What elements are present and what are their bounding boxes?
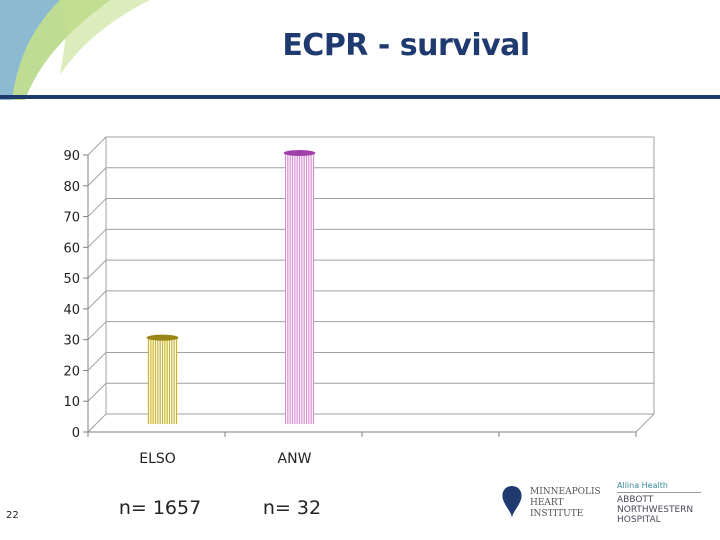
mhi-line-2: HEART	[530, 498, 564, 508]
x-tick-label: ELSO	[139, 451, 176, 467]
anw-logo: Allina Health ABBOTT NORTHWESTERN HOSPIT…	[617, 481, 717, 525]
mhi-line-3: INSTITUTE	[530, 509, 583, 519]
x-tick-label: ANW	[278, 451, 312, 467]
y-tick-label: 30	[63, 334, 80, 349]
gridline-side	[87, 198, 107, 217]
y-tick-label: 90	[63, 149, 80, 164]
mhi-logo: MINNEAPOLIS HEART INSTITUTE	[502, 486, 601, 519]
y-tick-label: 0	[72, 426, 80, 441]
n-label-elso: n= 1657	[118, 497, 202, 519]
gridline-side	[87, 290, 107, 310]
gridline-side	[87, 228, 107, 248]
gridline-side	[87, 321, 107, 341]
bar-top	[146, 334, 179, 341]
y-tick-label: 10	[63, 395, 80, 410]
chart-grid	[87, 136, 654, 433]
anw-line-1: ABBOTT	[617, 495, 654, 505]
y-tick-label: 80	[63, 180, 80, 195]
gridline-side	[87, 382, 107, 402]
slide-title: ECPR - survival	[282, 28, 530, 63]
anw-rule	[617, 492, 701, 493]
chart-bars	[146, 150, 316, 424]
y-tick-label: 20	[63, 364, 80, 379]
y-tick-labels: 0 10 20 30 40 50 60 70 80 90	[63, 149, 80, 441]
anw-line-2: NORTHWESTERN	[617, 505, 694, 515]
y-tick-label: 70	[63, 211, 80, 226]
title-underline	[0, 95, 720, 99]
gridline-side	[87, 352, 107, 371]
bar-elso	[146, 334, 179, 424]
gridline-side	[87, 413, 107, 433]
mhi-line-1: MINNEAPOLIS	[530, 487, 601, 497]
blue-swoosh	[0, 0, 60, 100]
floor-edge	[635, 413, 655, 433]
y-tick-label: 60	[63, 241, 80, 256]
y-tick-label: 40	[63, 303, 80, 318]
anw-line-3: HOSPITAL	[617, 515, 661, 525]
gridline-side	[87, 259, 107, 279]
x-tick-labels: ELSO ANW	[139, 451, 311, 467]
gridline-side	[87, 167, 107, 187]
n-label-anw: n= 32	[262, 497, 322, 519]
light-green-swoosh	[60, 0, 150, 75]
chart-axis	[83, 137, 655, 437]
bar-anw	[283, 150, 316, 424]
page-number: 22	[6, 510, 19, 521]
bar-top	[283, 150, 316, 156]
gridline-side	[87, 136, 107, 156]
heart-logo-icon	[502, 486, 522, 518]
y-tick-label: 50	[63, 272, 80, 287]
anw-brand: Allina Health	[617, 481, 668, 490]
corner-decoration	[0, 0, 150, 100]
